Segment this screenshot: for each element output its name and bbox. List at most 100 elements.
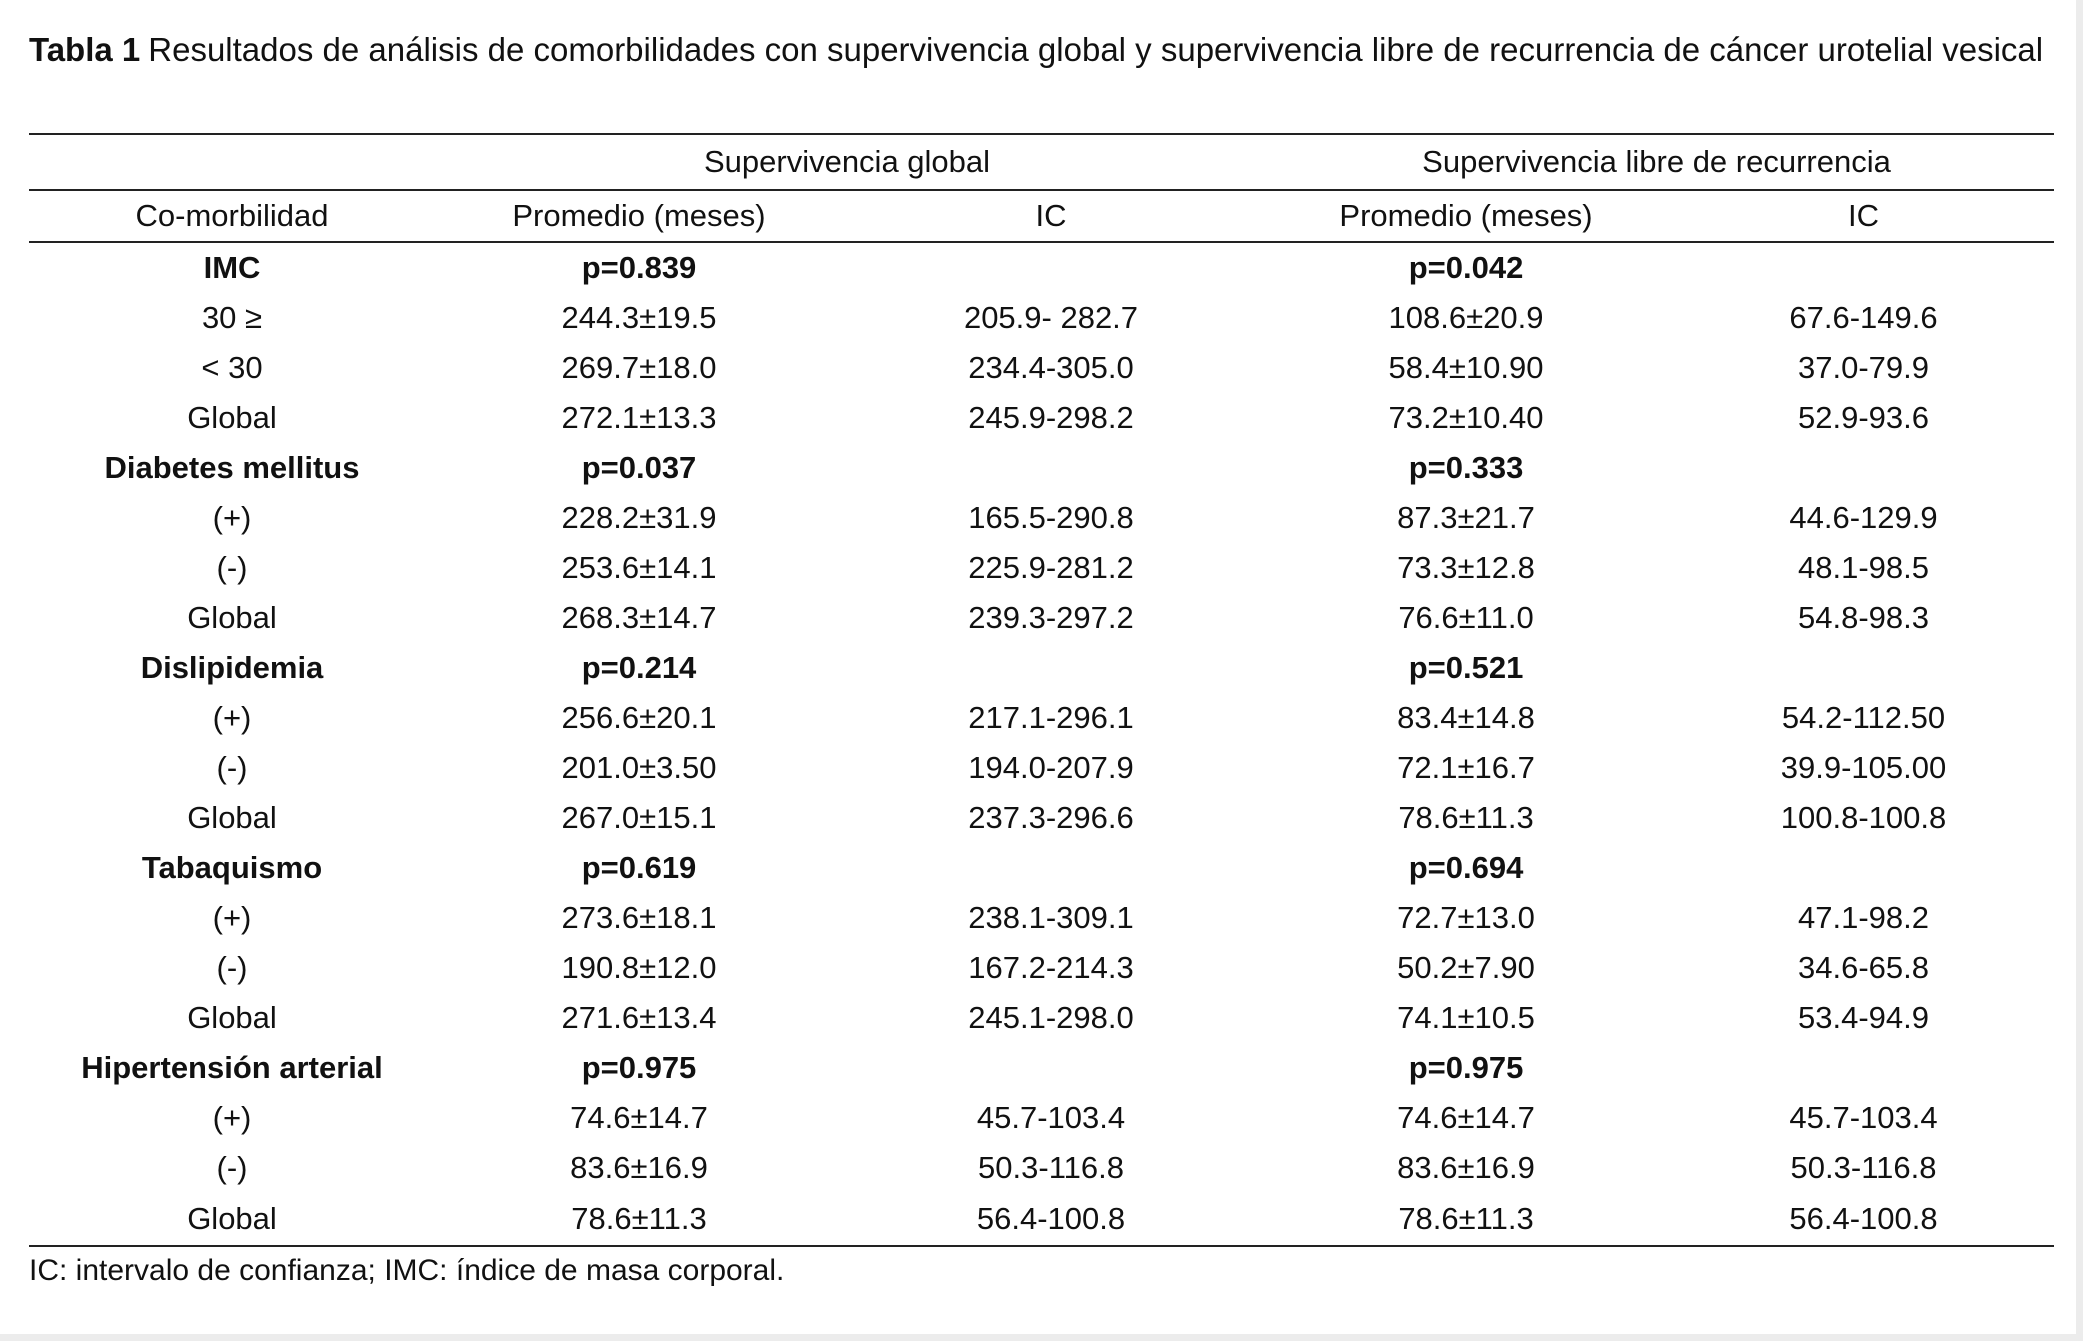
cell: 78.6±11.3 bbox=[1398, 800, 1534, 835]
cell: (+) bbox=[212, 500, 252, 535]
cell: 45.7-103.4 bbox=[1789, 1100, 1938, 1135]
group-row: Dislipidemia p=0.214 p=0.521 bbox=[29, 643, 2054, 693]
cell: Global bbox=[187, 1000, 277, 1035]
data-row: (-) 83.6±16.9 50.3-116.8 83.6±16.9 50.3-116.… bbox=[29, 1143, 2054, 1193]
cell: 271.6±13.4 bbox=[561, 1000, 717, 1035]
column-header: Promedio (meses) bbox=[1259, 190, 1674, 243]
data-row: 30 ≥ 244.3±19.5 205.9- 282.7 108.6±20.9 67.6… bbox=[29, 293, 2054, 343]
data-row: Global 272.1±13.3 245.9-298.2 73.2±10.40 52.… bbox=[29, 393, 2054, 443]
data-row: Global 78.6±11.3 56.4-100.8 78.6±11.3 56.4-1… bbox=[29, 1193, 2055, 1247]
group-name: Dislipidemia bbox=[140, 650, 324, 685]
cell: 237.3-296.6 bbox=[968, 800, 1134, 835]
cell: 48.1-98.5 bbox=[1798, 550, 1930, 585]
cell: 44.6-129.9 bbox=[1789, 500, 1938, 535]
cell: 244.3±19.5 bbox=[561, 300, 717, 335]
cell: 268.3±14.7 bbox=[561, 600, 717, 635]
cell: 253.6±14.1 bbox=[561, 550, 717, 585]
p-value: p=0.839 bbox=[581, 250, 697, 285]
cell: 34.6-65.8 bbox=[1798, 950, 1930, 985]
column-header: IC bbox=[843, 190, 1260, 243]
cell: 74.6±14.7 bbox=[1397, 1100, 1535, 1135]
cell: 58.4±10.90 bbox=[1388, 350, 1544, 385]
cell: 205.9- 282.7 bbox=[963, 300, 1139, 335]
cell: (-) bbox=[216, 550, 248, 585]
group-header: Supervivencia libre de recurrencia bbox=[1259, 133, 2055, 191]
cell: 87.3±21.7 bbox=[1397, 500, 1535, 535]
cell: (-) bbox=[216, 950, 248, 985]
group-row: Hipertensión arterial p=0.975 p=0.975 bbox=[29, 1043, 2054, 1093]
p-value: p=0.975 bbox=[581, 1050, 697, 1085]
p-value: p=0.333 bbox=[1408, 450, 1524, 485]
data-row: (+) 256.6±20.1 217.1-296.1 83.4±14.8 54.2-11… bbox=[29, 693, 2054, 743]
column-header: Promedio (meses) bbox=[435, 190, 843, 243]
cell: 273.6±18.1 bbox=[561, 900, 717, 935]
cell: 225.9-281.2 bbox=[968, 550, 1134, 585]
cell: 72.7±13.0 bbox=[1397, 900, 1535, 935]
empty-cell bbox=[843, 443, 1259, 493]
cell: 73.3±12.8 bbox=[1397, 550, 1535, 585]
cell: Global bbox=[187, 800, 277, 835]
caption-label: Tabla 1 bbox=[29, 31, 141, 68]
caption: Tabla 1 Resultados de análisis de comorbi… bbox=[29, 28, 2054, 72]
p-value: p=0.694 bbox=[1408, 850, 1524, 885]
cell: 67.6-149.6 bbox=[1789, 300, 1938, 335]
cell: (+) bbox=[212, 1100, 252, 1135]
cell: 72.1±16.7 bbox=[1397, 750, 1535, 785]
caption-text: Resultados de análisis de comorbilidades… bbox=[148, 31, 2044, 68]
data-row: (-) 201.0±3.50 194.0-207.9 72.1±16.7 39.9-10… bbox=[29, 743, 2054, 793]
cell: 45.7-103.4 bbox=[976, 1100, 1126, 1135]
p-value: p=0.042 bbox=[1408, 250, 1524, 285]
data-row: Global 268.3±14.7 239.3-297.2 76.6±11.0 54.8… bbox=[29, 593, 2054, 643]
group-row: Diabetes mellitus p=0.037 p=0.333 bbox=[29, 443, 2054, 493]
header-row: Co-morbilidad Promedio (meses) IC Promedio … bbox=[29, 190, 2055, 243]
group-header: Supervivencia global bbox=[435, 133, 1260, 191]
cell: 83.6±16.9 bbox=[570, 1150, 708, 1185]
p-value: p=0.521 bbox=[1408, 650, 1524, 685]
group-row: Tabaquismo p=0.619 p=0.694 bbox=[29, 843, 2054, 893]
data-row: Global 271.6±13.4 245.1-298.0 74.1±10.5 53.4… bbox=[29, 993, 2054, 1043]
cell: Global bbox=[187, 400, 277, 435]
cell: 76.6±11.0 bbox=[1398, 600, 1534, 635]
cell: (-) bbox=[216, 750, 248, 785]
empty-cell bbox=[843, 643, 1259, 693]
cell: 217.1-296.1 bbox=[968, 700, 1134, 735]
cell: 239.3-297.2 bbox=[968, 600, 1134, 635]
cell: 54.2-112.50 bbox=[1781, 700, 1946, 735]
cell: Global bbox=[29, 1193, 435, 1247]
footnote: IC: intervalo de confianza; IMC: índice … bbox=[29, 1254, 785, 1287]
cell: Global bbox=[187, 600, 277, 635]
cell: 269.7±18.0 bbox=[561, 350, 717, 385]
cell: 165.5-290.8 bbox=[968, 500, 1134, 535]
group-row: IMC p=0.839 p=0.042 bbox=[29, 242, 2054, 293]
data-row: (+) 74.6±14.7 45.7-103.4 74.6±14.7 45.7-103.… bbox=[29, 1093, 2054, 1143]
empty-cell bbox=[1673, 843, 2054, 893]
group-name: Diabetes mellitus bbox=[104, 450, 360, 485]
cell: 234.4-305.0 bbox=[968, 350, 1134, 385]
empty-cell bbox=[1673, 443, 2054, 493]
column-header: IC bbox=[1673, 190, 2055, 243]
cell: 54.8-98.3 bbox=[1798, 600, 1930, 635]
data-row: < 30 269.7±18.0 234.4-305.0 58.4±10.90 37.0-… bbox=[29, 343, 2054, 393]
cell: 30 ≥ bbox=[201, 300, 263, 335]
cell: (+) bbox=[212, 900, 252, 935]
cell: 78.6±11.3 bbox=[1259, 1193, 1674, 1247]
p-value: p=0.975 bbox=[1408, 1050, 1524, 1085]
cell: 74.6±14.7 bbox=[570, 1100, 708, 1135]
cell: 78.6±11.3 bbox=[435, 1193, 843, 1247]
cell: 238.1-309.1 bbox=[968, 900, 1134, 935]
cell: 190.8±12.0 bbox=[561, 950, 717, 985]
cell: 37.0-79.9 bbox=[1798, 350, 1930, 385]
empty-cell bbox=[843, 843, 1259, 893]
data-row: Global 267.0±15.1 237.3-296.6 78.6±11.3 100.… bbox=[29, 793, 2054, 843]
cell: 39.9-105.00 bbox=[1780, 750, 1947, 785]
cell: 50.3-116.8 bbox=[978, 1150, 1124, 1185]
results-table: Supervivencia global Supervivencia libre… bbox=[29, 133, 2055, 1247]
cell: < 30 bbox=[201, 350, 263, 385]
p-value: p=0.619 bbox=[581, 850, 697, 885]
cell: 56.4-100.8 bbox=[843, 1193, 1260, 1247]
group-header-row: Supervivencia global Supervivencia libre… bbox=[29, 133, 2055, 191]
cell: 73.2±10.40 bbox=[1388, 400, 1544, 435]
data-row: (-) 253.6±14.1 225.9-281.2 73.3±12.8 48.1-98… bbox=[29, 543, 2054, 593]
